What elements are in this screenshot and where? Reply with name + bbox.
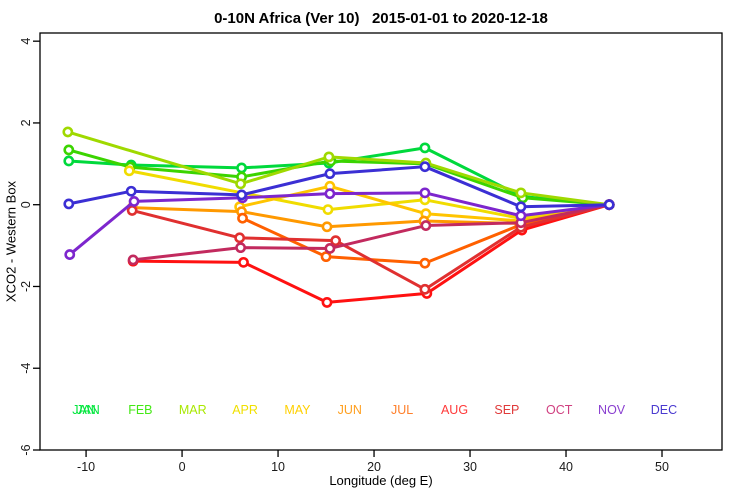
y-tick-label: -6 [19,444,33,455]
chart-title: 0-10N Africa (Ver 10) 2015-01-01 to 2020… [214,10,548,27]
data-point-marker [419,142,431,154]
data-point-marker [515,210,527,222]
data-point-marker [419,257,431,269]
data-point-marker [63,155,75,167]
data-point-marker [515,201,527,213]
data-point-marker [234,232,246,244]
legend-month-dec: DEC [651,403,677,417]
x-tick-label: 50 [655,460,669,474]
series-line [131,203,611,262]
y-axis: 4 2 0 -2 -4 -6 [19,38,40,456]
data-point-marker [324,243,336,254]
data-point-marker [322,204,334,216]
series-sep [126,199,615,295]
data-point-marker [126,205,138,216]
data-point-marker [515,187,527,199]
legend-month-may: MAY [284,403,311,417]
x-axis: -10 0 10 20 30 40 50 [77,450,669,474]
x-tick-label: -10 [77,460,95,474]
legend-month-nov: NOV [598,403,626,417]
data-point-marker [125,185,137,197]
legend-month-oct: OCT [546,403,573,417]
data-point-marker [63,144,75,156]
y-tick-label: 0 [19,201,33,208]
data-point-marker [64,249,76,260]
data-point-marker [419,187,431,199]
plot-box [39,32,723,451]
legend-month-sep: SEP [494,403,519,417]
data-point-marker [127,254,139,266]
legend-month-mar: MAR [179,403,207,417]
data-point-marker [128,196,140,207]
data-point-marker [419,161,431,173]
data-point-marker [235,178,247,190]
data-point-marker [237,212,248,224]
x-tick-label: 0 [179,460,186,474]
x-tick-label: 30 [463,460,477,474]
data-point-marker [321,221,333,233]
legend-month-aug: AUG [441,403,468,417]
data-point-marker [63,198,75,210]
y-tick-label: -2 [19,281,33,292]
data-point-marker [123,165,135,177]
legend-month-jan: JAN [76,403,100,417]
data-point-marker [235,242,247,254]
data-point-marker [324,168,336,180]
data-point-marker [236,162,247,174]
x-tick-label: 10 [271,460,285,474]
data-point-marker [320,251,332,263]
data-point-marker [238,256,249,268]
legend-month-overprint: JAN [72,403,96,417]
data-point-marker [324,188,336,200]
data-point-marker [330,235,342,247]
x-tick-label: 40 [559,460,573,474]
data-point-marker [321,297,333,308]
series-line [131,203,611,304]
legend-month-jun: JUN [338,403,362,417]
data-point-marker [420,220,432,231]
series-line [130,203,611,291]
y-tick-label: 2 [19,119,33,126]
data-point-marker [419,283,431,295]
data-point-marker [603,199,615,211]
series-dec [63,161,615,213]
x-axis-label: Longitude (deg E) [329,473,433,488]
legend-month-apr: APR [232,403,258,417]
x-tick-label: 20 [367,460,381,474]
y-tick-label: -4 [19,363,33,374]
data-point-marker [323,151,335,163]
y-tick-label: 4 [19,38,33,45]
data-point-marker [236,189,247,201]
legend-month-jul: JUL [391,403,413,417]
series-line [66,130,611,207]
data-point-marker [62,126,74,138]
legend-month-feb: FEB [128,403,152,417]
